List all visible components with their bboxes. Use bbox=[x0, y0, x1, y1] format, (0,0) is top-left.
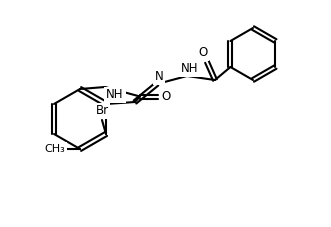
Text: Br: Br bbox=[95, 104, 109, 118]
Text: O: O bbox=[161, 90, 170, 103]
Text: N: N bbox=[155, 71, 164, 84]
Text: CH₃: CH₃ bbox=[45, 144, 66, 154]
Text: NH: NH bbox=[181, 62, 199, 76]
Text: O: O bbox=[198, 47, 208, 59]
Text: NH: NH bbox=[106, 89, 124, 101]
